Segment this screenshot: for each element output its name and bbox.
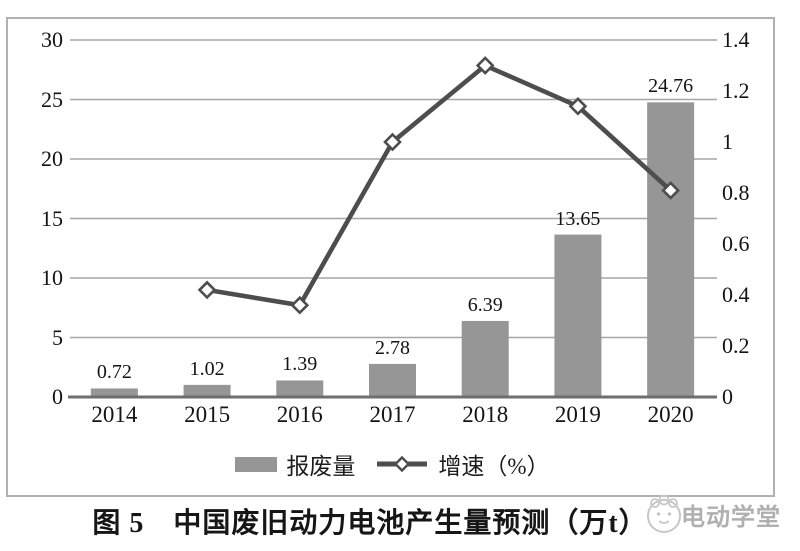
right-axis-tick: 1 xyxy=(722,129,733,154)
bar-value-label: 24.76 xyxy=(648,75,694,98)
x-axis-label: 2016 xyxy=(276,402,323,427)
left-axis-tick: 25 xyxy=(41,86,63,112)
watermark: 电动学堂 xyxy=(642,492,781,536)
x-axis-label: 2015 xyxy=(184,402,231,427)
right-axis-tick: 0.8 xyxy=(722,180,750,205)
line-series-label: 增速（%） xyxy=(438,454,550,479)
right-axis-tick: 0.4 xyxy=(722,282,750,307)
legend-item-bar: 报废量 xyxy=(235,447,355,481)
x-axis-label: 2018 xyxy=(462,402,509,427)
left-axis-tick: 15 xyxy=(41,205,63,231)
bar-value-label: 2.78 xyxy=(375,336,410,359)
bar-value-label: 1.39 xyxy=(282,353,318,376)
right-axis-tick: 1.4 xyxy=(722,27,750,52)
bar-value-label: 13.65 xyxy=(555,207,601,230)
left-axis-tick: 0 xyxy=(52,384,63,409)
left-axis-tick: 5 xyxy=(52,324,63,350)
right-axis-tick: 1.2 xyxy=(722,78,750,103)
legend: 报废量 增速（%） xyxy=(68,447,717,481)
bar-value-label: 1.02 xyxy=(189,357,225,380)
chart-title: 图 5 中国废旧动力电池产生量预测（万t） xyxy=(92,508,648,539)
watermark-text: 电动学堂 xyxy=(681,504,781,531)
legend-item-line: 增速（%） xyxy=(375,447,550,481)
left-axis-tick: 20 xyxy=(41,146,63,171)
bar-value-label: 0.72 xyxy=(96,361,132,384)
right-axis-tick: 0.2 xyxy=(722,333,750,358)
left-axis-tick: 10 xyxy=(41,265,63,290)
x-axis-label: 2017 xyxy=(369,402,416,427)
left-axis-tick: 30 xyxy=(41,27,63,52)
watermark-logo-icon xyxy=(647,494,681,533)
bar-value-label: 6.39 xyxy=(467,293,503,316)
right-axis-tick: 0 xyxy=(722,384,733,409)
x-axis-label: 2014 xyxy=(91,402,138,427)
x-axis-label: 2020 xyxy=(647,402,694,427)
bar-series-swatch xyxy=(235,456,278,472)
line-series-swatch xyxy=(377,455,428,473)
bar-series-label: 报废量 xyxy=(286,454,356,479)
chart-frame xyxy=(6,17,775,497)
x-axis-label: 2019 xyxy=(554,402,601,427)
right-axis-tick: 0.6 xyxy=(722,231,750,256)
